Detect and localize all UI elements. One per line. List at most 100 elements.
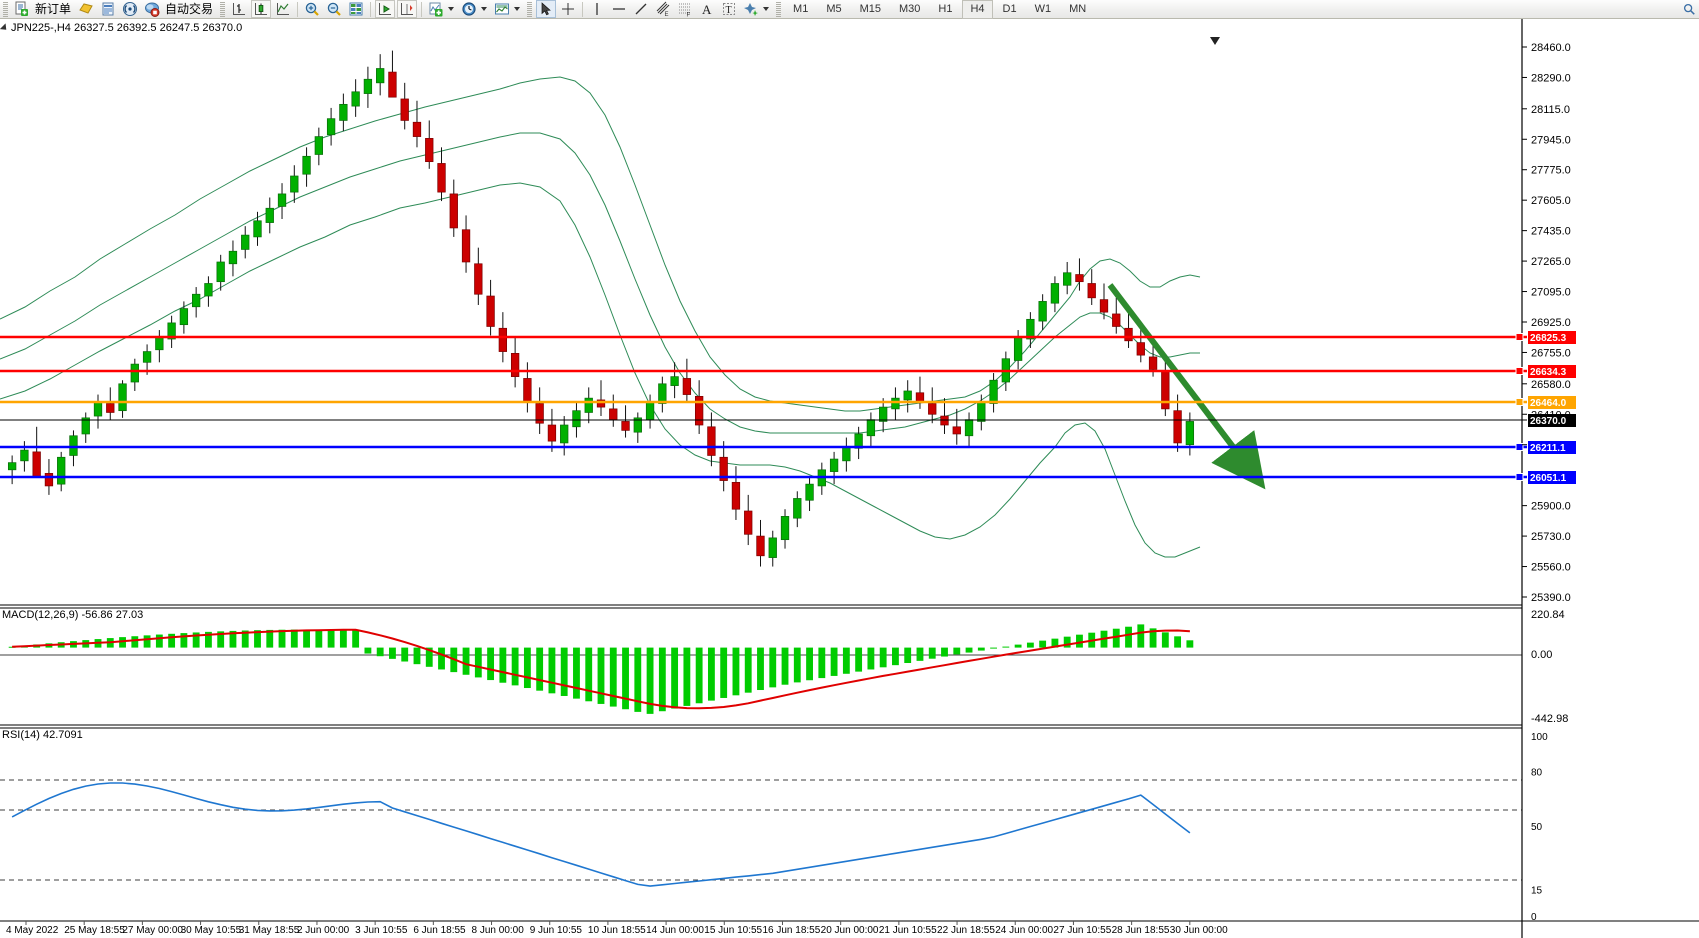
svg-text:27775.0: 27775.0 (1531, 165, 1571, 177)
svg-text:26051.1: 26051.1 (1530, 473, 1567, 484)
price-tag-current-price[interactable]: 26370.0 (1528, 414, 1576, 427)
svg-text:100: 100 (1531, 732, 1548, 743)
macd-pane[interactable] (0, 624, 1522, 714)
scroll-end-icon[interactable] (375, 0, 396, 18)
timeframe-m1[interactable]: M1 (793, 2, 809, 15)
collapse-arrow-icon[interactable] (0, 23, 10, 33)
new-order-icon[interactable] (12, 0, 32, 18)
svg-text:27265.0: 27265.0 (1531, 256, 1571, 268)
tile-windows-icon[interactable] (346, 0, 366, 18)
chart-top-marker-icon (1210, 37, 1220, 45)
toolbar-grip-4[interactable] (776, 1, 782, 17)
new-order-label[interactable]: 新订单 (35, 2, 72, 16)
period-clock-icon[interactable] (459, 0, 479, 18)
expert-advisor-icon[interactable] (142, 0, 162, 18)
timeframe-h1[interactable]: H1 (938, 2, 953, 15)
zoom-in-icon[interactable] (302, 0, 322, 18)
svg-text:6 Jun 18:55: 6 Jun 18:55 (413, 925, 466, 936)
price-tag-resistance-1[interactable]: 26825.3 (1528, 331, 1576, 344)
templates-dropdown-caret-icon[interactable] (514, 7, 521, 11)
line-chart-icon[interactable] (273, 0, 293, 18)
data-window-icon[interactable] (98, 0, 118, 18)
period-dropdown-caret-icon[interactable] (481, 7, 488, 11)
svg-text:9 Jun 10:55: 9 Jun 10:55 (530, 925, 583, 936)
pivot-handle[interactable] (1515, 398, 1524, 406)
svg-text:26755.0: 26755.0 (1531, 347, 1571, 359)
resistance-2-handle[interactable] (1515, 367, 1524, 375)
yellow-folder-icon[interactable] (76, 0, 96, 18)
price-tag-pivot[interactable]: 26464.0 (1528, 396, 1576, 409)
svg-text:21 Jun 10:55: 21 Jun 10:55 (879, 925, 937, 936)
svg-text:28 Jun 18:55: 28 Jun 18:55 (1112, 925, 1170, 936)
svg-text:27 Jun 10:55: 27 Jun 10:55 (1053, 925, 1111, 936)
price-level-tags[interactable]: 26825.3 26634.3 26464.0 26370.0 26211.1 26051… (1528, 331, 1576, 484)
rsi-pane[interactable] (0, 779, 1522, 887)
svg-text:E: E (665, 12, 669, 17)
bar-chart-icon[interactable] (229, 0, 249, 18)
timeframe-d1[interactable]: D1 (1002, 2, 1017, 15)
timeframe-w1[interactable]: W1 (1034, 2, 1052, 15)
price-pane[interactable] (0, 50, 1266, 567)
chart-shift-icon[interactable] (397, 0, 418, 18)
svg-text:16 Jun 18:55: 16 Jun 18:55 (762, 925, 820, 936)
trendline-icon[interactable] (631, 0, 651, 18)
svg-text:10 Jun 18:55: 10 Jun 18:55 (588, 925, 646, 936)
indicator-add-icon[interactable] (426, 0, 446, 18)
svg-text:31 May 18:55: 31 May 18:55 (239, 925, 300, 936)
support-2-handle[interactable] (1515, 473, 1524, 481)
chart-canvas[interactable]: JPN225-,H4 26327.5 26392.5 26247.5 26370… (0, 19, 1699, 938)
vertical-line-icon[interactable] (587, 0, 607, 18)
text-label-icon[interactable]: A (697, 0, 717, 18)
svg-text:30 Jun 00:00: 30 Jun 00:00 (1170, 925, 1228, 936)
svg-text:T: T (726, 5, 732, 16)
toolbar-grip-3[interactable] (527, 1, 533, 17)
horizontal-line-icon[interactable] (609, 0, 629, 18)
support-1-handle[interactable] (1515, 443, 1524, 451)
svg-text:28460.0: 28460.0 (1531, 42, 1571, 54)
shapes-icon[interactable] (741, 0, 761, 18)
shapes-dropdown-caret-icon[interactable] (763, 7, 770, 11)
signal-icon[interactable] (120, 0, 140, 18)
svg-text:30 May 10:55: 30 May 10:55 (181, 925, 242, 936)
svg-text:80: 80 (1531, 767, 1543, 778)
timeframe-h4[interactable]: H4 (962, 0, 993, 19)
svg-text:26211.1: 26211.1 (1530, 443, 1566, 454)
zoom-out-icon[interactable] (324, 0, 344, 18)
templates-icon[interactable] (492, 0, 512, 18)
svg-text:25390.0: 25390.0 (1531, 592, 1571, 604)
crosshair-icon[interactable] (558, 0, 578, 18)
timeframe-m15[interactable]: M15 (859, 2, 881, 15)
svg-text:F: F (687, 13, 691, 18)
svg-text:22 Jun 18:55: 22 Jun 18:55 (937, 925, 995, 936)
auto-trading-label[interactable]: 自动交易 (165, 2, 214, 16)
toolbar-grip[interactable] (3, 1, 8, 17)
svg-text:26464.0: 26464.0 (1530, 398, 1567, 409)
cursor-icon[interactable] (536, 0, 557, 18)
rsi-line (11, 782, 1191, 887)
indicator-dropdown-caret-icon[interactable] (448, 7, 455, 11)
chart-svg[interactable]: 28460.0 28290.0 28115.0 27945.0 27775.0 27605… (0, 19, 1699, 938)
toolbar-separator-1 (297, 1, 299, 17)
svg-text:2 Jun 00:00: 2 Jun 00:00 (297, 925, 350, 936)
svg-text:-442.98: -442.98 (1531, 713, 1568, 725)
timeframe-m5[interactable]: M5 (826, 2, 842, 15)
timeframe-m30[interactable]: M30 (899, 2, 921, 15)
svg-text:26825.3: 26825.3 (1530, 333, 1567, 344)
rsi-indicator-label: RSI(14) 42.7091 (2, 729, 83, 741)
price-tag-support-1[interactable]: 26211.1 (1528, 441, 1576, 454)
svg-text:27605.0: 27605.0 (1531, 195, 1571, 207)
svg-text:24 Jun 00:00: 24 Jun 00:00 (995, 925, 1053, 936)
price-tag-resistance-2[interactable]: 26634.3 (1528, 365, 1576, 378)
symbol-info-bar: JPN225-,H4 26327.5 26392.5 26247.5 26370… (0, 22, 242, 34)
candlestick-chart-icon[interactable] (251, 0, 272, 18)
equidistant-channel-icon[interactable]: E (653, 0, 673, 18)
text-box-icon[interactable]: T (719, 0, 739, 18)
svg-text:15 Jun 10:55: 15 Jun 10:55 (704, 925, 762, 936)
search-icon[interactable] (1680, 0, 1698, 18)
resistance-1-handle[interactable] (1515, 333, 1524, 341)
toolbar-grip-2[interactable] (220, 1, 226, 17)
price-tag-support-2[interactable]: 26051.1 (1528, 471, 1576, 484)
svg-text:28115.0: 28115.0 (1531, 104, 1570, 116)
timeframe-mn[interactable]: MN (1069, 2, 1087, 15)
fibonacci-icon[interactable]: F (675, 0, 695, 18)
